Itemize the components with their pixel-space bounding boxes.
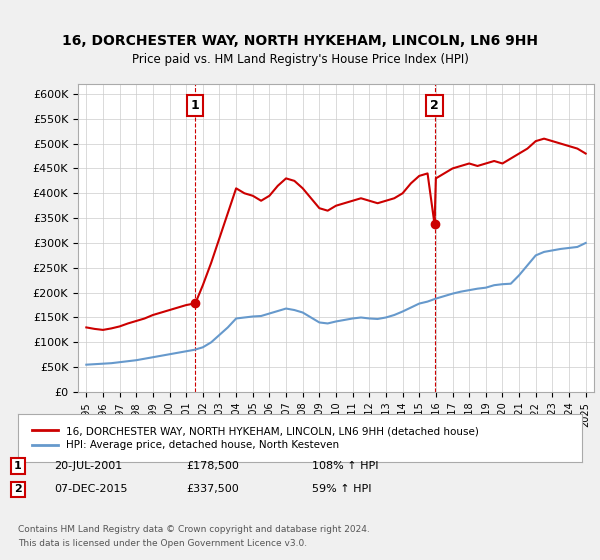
Text: 2: 2 [14, 484, 22, 494]
Legend: 16, DORCHESTER WAY, NORTH HYKEHAM, LINCOLN, LN6 9HH (detached house), HPI: Avera: 16, DORCHESTER WAY, NORTH HYKEHAM, LINCO… [29, 423, 482, 454]
Text: 1: 1 [14, 461, 22, 471]
Text: £337,500: £337,500 [186, 484, 239, 494]
Text: 07-DEC-2015: 07-DEC-2015 [54, 484, 128, 494]
Text: Price paid vs. HM Land Registry's House Price Index (HPI): Price paid vs. HM Land Registry's House … [131, 53, 469, 66]
Text: £178,500: £178,500 [186, 461, 239, 471]
Text: 20-JUL-2001: 20-JUL-2001 [54, 461, 122, 471]
Text: 2: 2 [430, 99, 439, 112]
Text: 59% ↑ HPI: 59% ↑ HPI [312, 484, 371, 494]
Text: 16, DORCHESTER WAY, NORTH HYKEHAM, LINCOLN, LN6 9HH: 16, DORCHESTER WAY, NORTH HYKEHAM, LINCO… [62, 34, 538, 48]
Text: 1: 1 [191, 99, 200, 112]
Text: This data is licensed under the Open Government Licence v3.0.: This data is licensed under the Open Gov… [18, 539, 307, 548]
Text: 108% ↑ HPI: 108% ↑ HPI [312, 461, 379, 471]
Text: Contains HM Land Registry data © Crown copyright and database right 2024.: Contains HM Land Registry data © Crown c… [18, 525, 370, 534]
